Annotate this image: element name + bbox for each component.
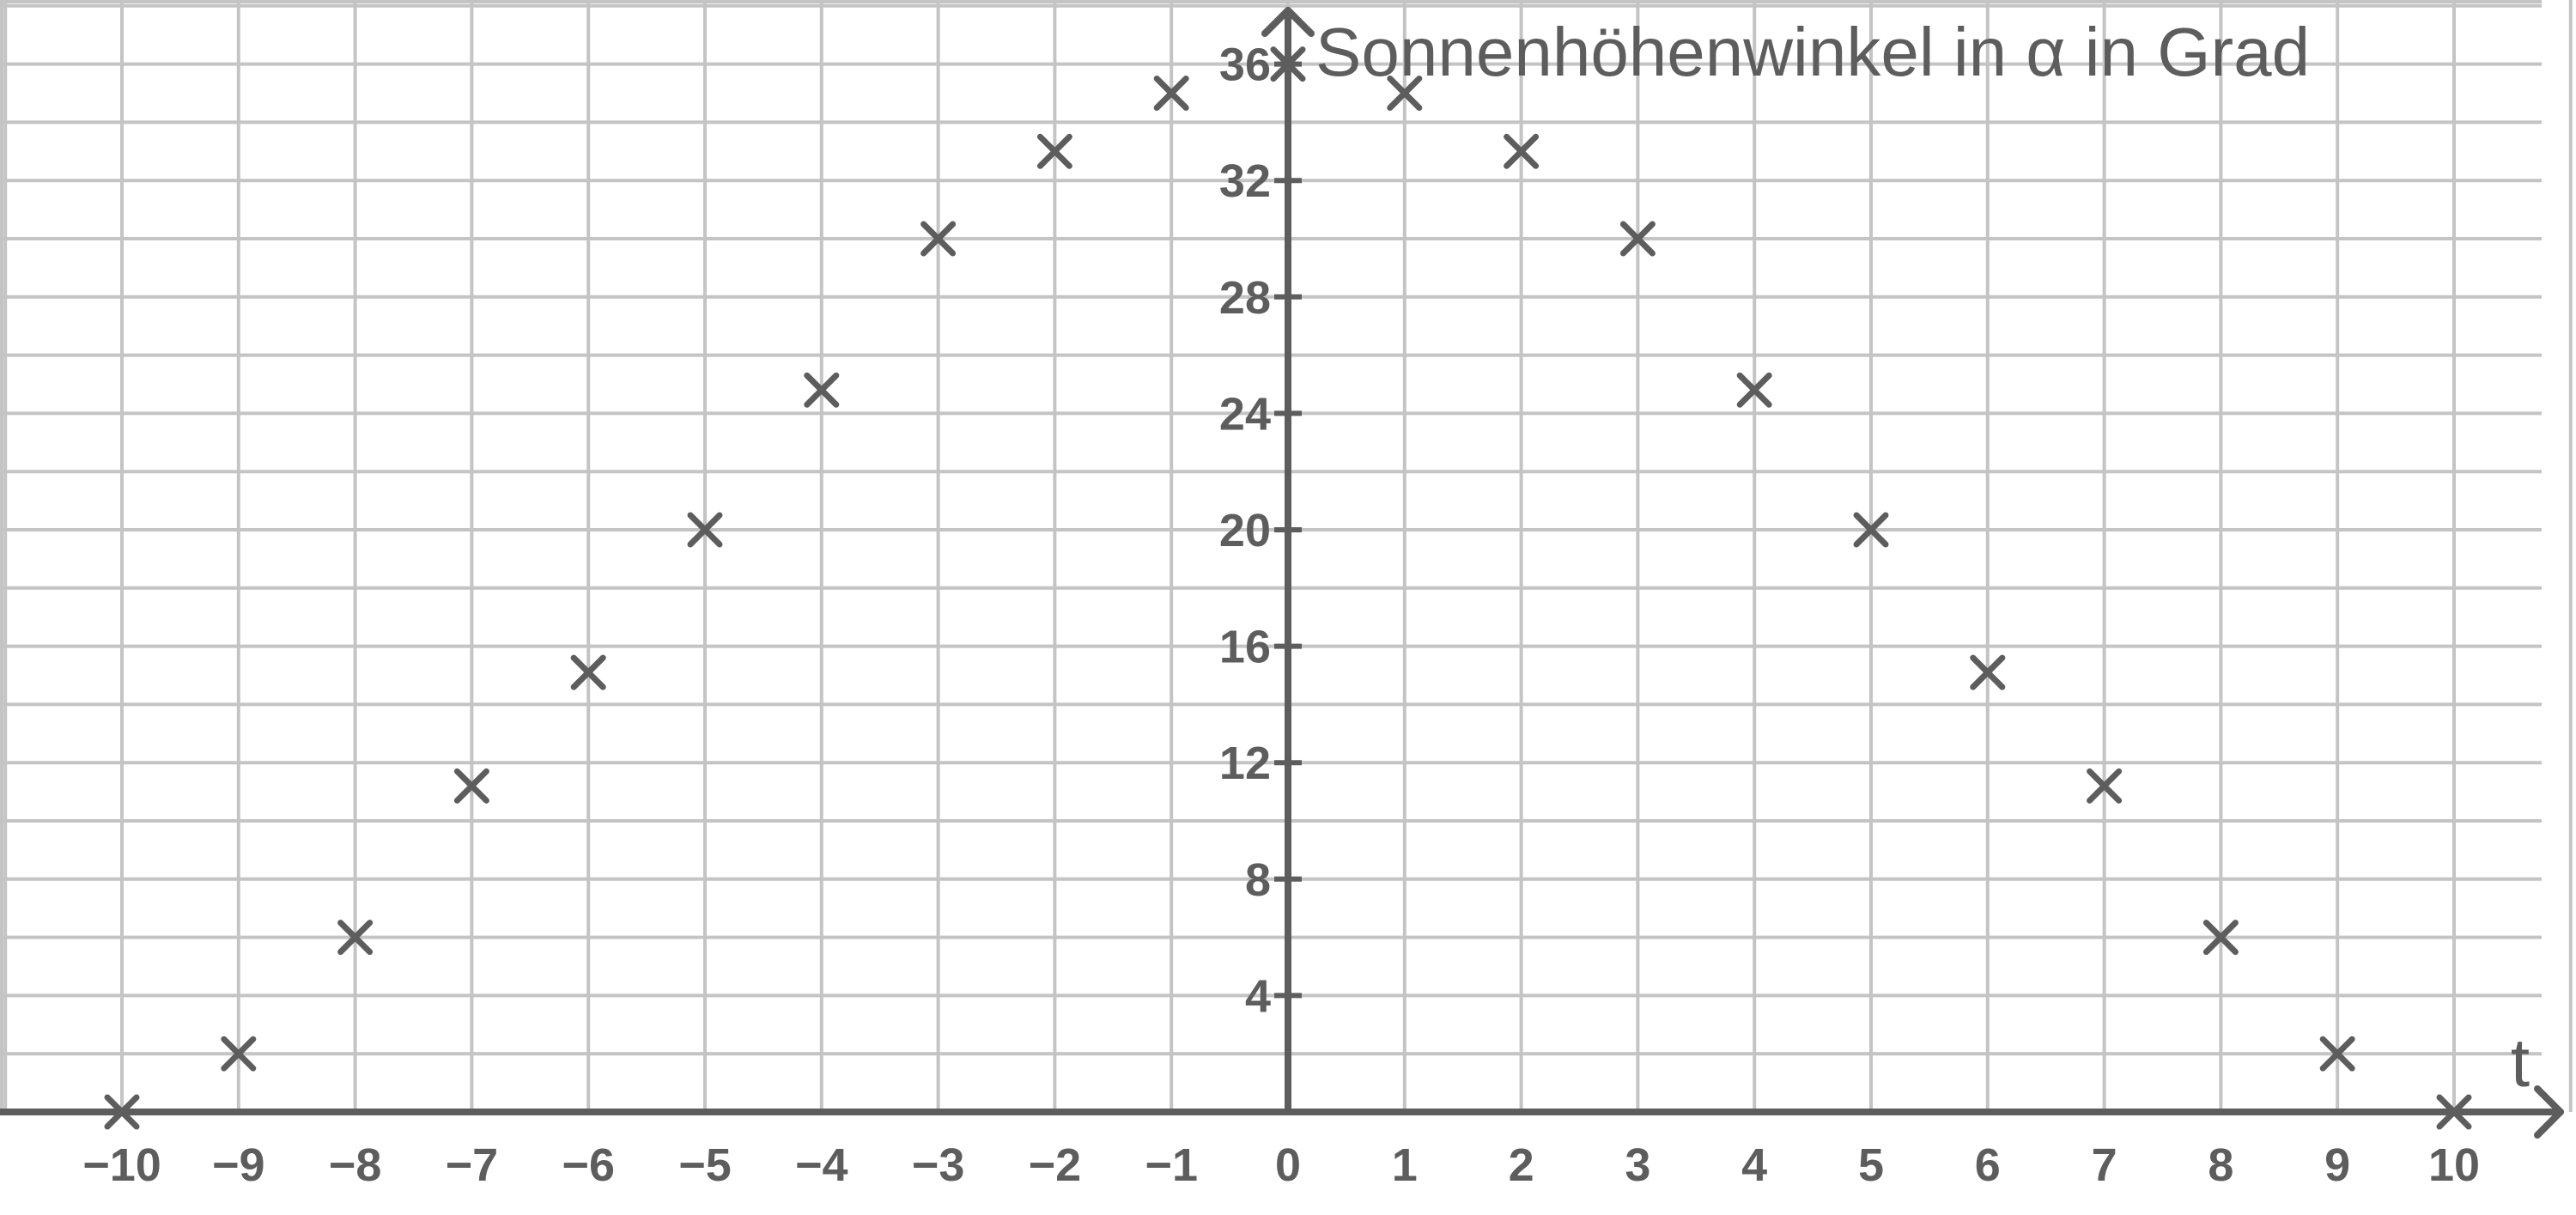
x-tick-label: −1 xyxy=(1145,1139,1198,1191)
marker-stroke xyxy=(221,1036,257,1072)
data-point-x-marker xyxy=(1970,654,2006,690)
marker-stroke xyxy=(1970,654,2006,690)
x-tick-label: −7 xyxy=(446,1139,499,1191)
marker-stroke xyxy=(804,372,840,408)
data-point-x-marker xyxy=(453,768,489,804)
y-tick-label: 20 xyxy=(1219,505,1271,556)
data-point-x-marker xyxy=(221,1036,257,1072)
marker-stroke xyxy=(687,512,723,548)
x-tick-label: 5 xyxy=(1858,1139,1884,1191)
x-axis-label: t xyxy=(2511,1024,2530,1101)
marker-stroke xyxy=(453,768,489,804)
x-tick-label: 9 xyxy=(2324,1139,2350,1191)
data-point-x-marker xyxy=(1853,512,1889,548)
y-axis-label: Sonnenhöhenwinkel in α in Grad xyxy=(1315,14,2310,90)
x-tick-label: 2 xyxy=(1509,1139,1534,1191)
y-tick-label: 36 xyxy=(1219,39,1271,91)
data-point-x-marker xyxy=(1504,133,1540,169)
x-tick-label: −8 xyxy=(329,1139,382,1191)
marker-stroke xyxy=(2202,920,2239,956)
x-tick-label: −10 xyxy=(82,1139,161,1191)
y-tick-label: 24 xyxy=(1219,388,1271,440)
y-tick-label: 4 xyxy=(1245,970,1271,1022)
x-tick-labels: −10 −9 −8 −7 −6 −5 −4 −3 −2 −1 0 1 2 3 4 5 6 7 8 9 10 xyxy=(82,1139,2480,1191)
x-tick-label: 0 xyxy=(1275,1139,1301,1191)
x-tick-label: −5 xyxy=(678,1139,732,1191)
x-tick-label: 4 xyxy=(1741,1139,1767,1191)
x-tick-label: −9 xyxy=(212,1139,265,1191)
x-tick-label: 1 xyxy=(1392,1139,1418,1191)
marker-stroke xyxy=(1387,76,1423,111)
x-tick-label: −6 xyxy=(562,1139,615,1191)
data-point-x-marker xyxy=(920,221,957,257)
x-tick-label: 7 xyxy=(2092,1139,2117,1191)
marker-stroke xyxy=(2436,1094,2472,1130)
data-point-x-marker xyxy=(1153,76,1189,111)
y-tick-label: 8 xyxy=(1245,854,1271,906)
marker-stroke xyxy=(1153,76,1189,111)
y-tick-label: 32 xyxy=(1219,155,1271,207)
marker-stroke xyxy=(1736,372,1772,408)
data-point-x-marker xyxy=(1619,221,1656,257)
data-point-x-marker xyxy=(1270,46,1306,82)
data-point-x-marker xyxy=(337,920,374,956)
data-points xyxy=(104,46,2472,1130)
x-tick-label: 3 xyxy=(1625,1139,1650,1191)
x-tick-label: 8 xyxy=(2208,1139,2233,1191)
marker-stroke xyxy=(570,654,606,690)
y-tick-label: 16 xyxy=(1219,622,1271,673)
y-tick-label: 12 xyxy=(1219,738,1271,789)
data-point-x-marker xyxy=(1036,133,1072,169)
data-point-x-marker xyxy=(2087,768,2123,804)
marker-stroke xyxy=(2087,768,2123,804)
data-point-x-marker xyxy=(104,1094,140,1130)
y-tick-label: 28 xyxy=(1219,272,1271,324)
marker-stroke xyxy=(1270,46,1306,82)
data-point-x-marker xyxy=(2436,1094,2472,1130)
data-point-x-marker xyxy=(2202,920,2239,956)
y-tick-labels: 4 8 12 16 20 24 28 32 36 xyxy=(1219,39,1271,1023)
marker-stroke xyxy=(1853,512,1889,548)
data-point-x-marker xyxy=(1387,76,1423,111)
marker-stroke xyxy=(2319,1036,2355,1072)
marker-stroke xyxy=(104,1094,140,1130)
x-tick-label: −2 xyxy=(1029,1139,1082,1191)
x-tick-label: −4 xyxy=(795,1139,848,1191)
axes xyxy=(0,7,2564,1139)
x-axis-arrow xyxy=(2534,1085,2564,1139)
data-point-x-marker xyxy=(1736,372,1772,408)
marker-stroke xyxy=(1504,133,1540,169)
y-axis-arrow xyxy=(1261,7,1315,37)
marker-stroke xyxy=(920,221,957,257)
x-tick-label: 10 xyxy=(2428,1139,2480,1191)
marker-stroke xyxy=(337,920,374,956)
x-tick-label: 6 xyxy=(1975,1139,2001,1191)
marker-stroke xyxy=(1619,221,1656,257)
x-tick-label: −3 xyxy=(912,1139,965,1191)
data-point-x-marker xyxy=(570,654,606,690)
marker-stroke xyxy=(1036,133,1072,169)
data-point-x-marker xyxy=(2319,1036,2355,1072)
data-point-x-marker xyxy=(804,372,840,408)
data-point-x-marker xyxy=(687,512,723,548)
